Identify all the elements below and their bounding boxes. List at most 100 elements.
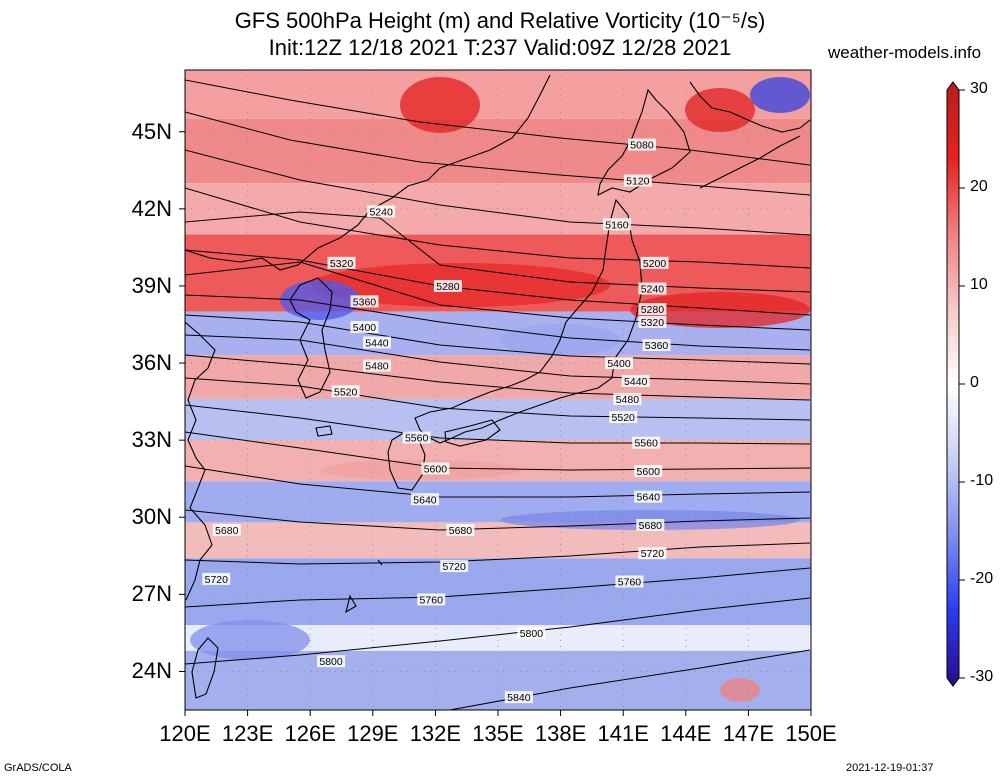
contour-label-bg <box>517 626 546 639</box>
contour-label-bg <box>615 575 644 588</box>
colorbar-label: -10 <box>970 472 994 489</box>
contour-5360 <box>185 294 811 351</box>
contour-label-bg <box>417 593 446 606</box>
contour-label-bg <box>642 339 671 352</box>
contour-5520 <box>185 377 811 421</box>
contour-label: 5840 <box>507 692 531 704</box>
lat-label: 24N <box>131 658 172 684</box>
contour-5120 <box>185 111 811 196</box>
coastline-kurils <box>699 135 801 189</box>
contour-5800 <box>185 597 811 665</box>
lon-label: 150E <box>785 721 837 746</box>
contour-label: 5800 <box>319 656 343 668</box>
axis-ticks <box>179 131 812 716</box>
contour-label: 5720 <box>641 548 665 560</box>
contour-label-bg <box>605 357 634 370</box>
coastline-shikoku <box>444 419 501 447</box>
credit-grads: GrADS/COLA <box>4 762 72 774</box>
contour-label-bg <box>350 295 379 308</box>
coastlines <box>185 74 811 699</box>
contour-label-bg <box>621 375 650 388</box>
colorbar-gradient <box>946 81 960 687</box>
coastline-ryukyu-2 <box>345 594 357 614</box>
contour-5440 <box>185 334 811 385</box>
vorticity-blob-7 <box>320 460 520 480</box>
contour-label: 5360 <box>645 340 669 352</box>
contour-label: 5520 <box>334 386 358 398</box>
contour-5240 <box>185 211 811 293</box>
contour-label-bg <box>609 411 638 424</box>
contour-label-bg <box>504 691 533 704</box>
contour-label: 5280 <box>436 281 460 293</box>
coastline-china <box>185 321 216 601</box>
contour-label: 5640 <box>413 494 437 506</box>
contour-label: 5720 <box>205 574 229 586</box>
contour-label-bg <box>638 547 667 560</box>
contour-5600 <box>185 431 811 471</box>
contour-5680 <box>185 509 811 531</box>
map-title-line1: GFS 500hPa Height (m) and Relative Vorti… <box>234 8 766 33</box>
contour-label: 5360 <box>353 296 377 308</box>
contour-5200 <box>185 187 811 269</box>
colorbar-label: -20 <box>970 570 994 587</box>
site-watermark: weather-models.info <box>828 43 982 62</box>
contour-label: 5560 <box>405 433 429 445</box>
contour-label-bg <box>613 393 642 406</box>
contour-label: 5520 <box>612 412 636 424</box>
colorbar-label: 20 <box>970 178 988 195</box>
contour-label-bg <box>212 524 241 537</box>
contour-label-bg <box>421 462 450 475</box>
contour-label-bg <box>446 524 475 537</box>
lon-label: 120E <box>159 721 211 746</box>
contour-label: 5760 <box>420 594 444 606</box>
contour-5720 <box>185 542 811 565</box>
contour-5480 <box>185 354 811 401</box>
vorticity-band-5 <box>185 355 811 400</box>
coastline-honshu <box>414 198 643 444</box>
colorbar-label: 30 <box>970 80 988 97</box>
vorticity-blob-2 <box>750 77 810 113</box>
contour-label-bg <box>402 431 431 444</box>
contour-label: 5200 <box>643 258 667 270</box>
contour-label: 5400 <box>607 358 631 370</box>
lon-label: 126E <box>284 721 336 746</box>
map-title-line2: Init:12Z 12/18 2021 T:237 Valid:09Z 12/2… <box>268 35 732 60</box>
colorbar-label: 0 <box>970 374 979 391</box>
contour-label: 5720 <box>443 561 467 573</box>
vorticity-blob-9 <box>720 678 760 702</box>
contour-label: 5600 <box>424 463 448 475</box>
credit-timestamp: 2021-12-19-01:37 <box>846 762 934 774</box>
lon-label: 123E <box>221 721 274 746</box>
contour-label-bg <box>636 518 665 531</box>
vorticity-blob-10 <box>190 620 310 660</box>
contour-label-bg <box>362 336 391 349</box>
coastline-sakhalin <box>689 81 811 133</box>
contour-label-bg <box>627 138 656 151</box>
contour-label: 5320 <box>330 258 354 270</box>
contour-label-bg <box>632 436 661 449</box>
colorbar <box>946 81 965 687</box>
lat-label: 45N <box>131 118 172 144</box>
contour-label: 5480 <box>365 361 389 373</box>
coastline-korea <box>289 277 333 399</box>
contour-label: 5800 <box>520 628 544 640</box>
contour-label: 5480 <box>616 394 640 406</box>
contour-5320 <box>185 261 811 331</box>
lon-label: 129E <box>347 721 399 746</box>
lon-label: 132E <box>409 721 462 746</box>
contour-label: 5160 <box>605 219 629 231</box>
lat-label: 27N <box>131 581 172 607</box>
contour-label: 5760 <box>618 577 642 589</box>
contour-5560 <box>185 404 811 445</box>
contour-label-bg <box>331 385 360 398</box>
colorbar-label: -30 <box>970 668 994 685</box>
contour-label-bg <box>433 279 462 292</box>
lat-label: 42N <box>131 195 172 221</box>
contour-label: 5440 <box>365 337 389 349</box>
lat-label: 36N <box>131 350 172 376</box>
contour-label-bg <box>367 205 396 218</box>
colorbar-label: 10 <box>970 276 988 293</box>
vorticity-band-10 <box>185 558 811 626</box>
vorticity-blob-4 <box>630 292 810 328</box>
